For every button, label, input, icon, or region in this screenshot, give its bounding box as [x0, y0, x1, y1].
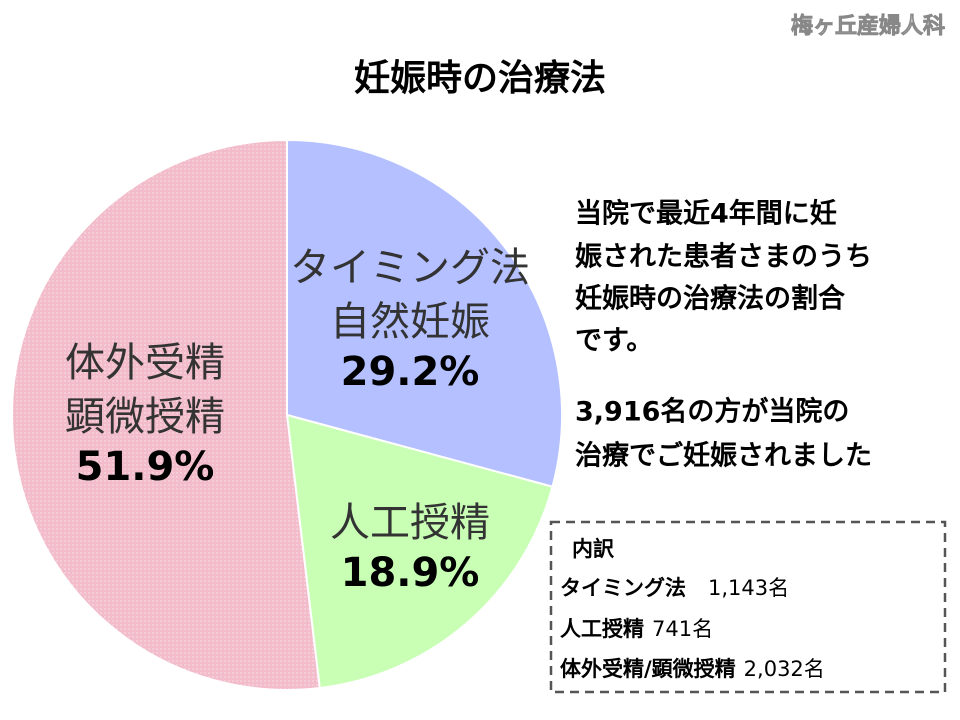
pie-slice — [11, 138, 321, 691]
slice-label: タイミング法 — [290, 245, 530, 291]
breakdown-box — [549, 520, 947, 694]
slice-label: 自然妊娠 — [330, 299, 490, 345]
pie-slice — [286, 138, 563, 488]
item-label: 人工授精 — [560, 617, 644, 641]
slice-label: 体外受精 — [65, 340, 225, 386]
breakdown-item: 体外受精/顕微授精 2,032名 — [560, 657, 825, 681]
item-count: 1,143名 — [708, 576, 789, 600]
item-label: タイミング法 — [560, 576, 686, 600]
pie-slice — [285, 413, 554, 690]
description-line: 娠された患者さまのうち — [575, 242, 872, 273]
breakdown-item: タイミング法 1,143名 — [560, 576, 789, 600]
slice-label: 顕微授精 — [65, 394, 225, 440]
description: 当院で最近4年間に妊 娠された患者さまのうち 妊娠時の治療法の割合 です。 3,… — [575, 198, 872, 472]
breakdown-title: 内訳 — [572, 537, 615, 561]
item-count: 741名 — [652, 617, 713, 641]
slice-value-label: 29.2% — [341, 349, 480, 395]
slice-value-label: 51.9% — [76, 444, 215, 490]
item-count: 2,032名 — [744, 657, 825, 681]
slice-label: 人工授精 — [330, 500, 490, 546]
item-label: 体外受精/顕微授精 — [560, 657, 736, 681]
chart-title: 妊娠時の治療法 — [354, 58, 606, 99]
watermark: 梅ヶ丘産婦人科 — [791, 13, 945, 39]
description-line: 治療でご妊娠されました — [575, 440, 872, 472]
description-line: 当院で最近4年間に妊 — [575, 198, 837, 230]
description-line: 妊娠時の治療法の割合 — [575, 283, 845, 315]
breakdown: 内訳 タイミング法 1,143名 人工授精 741名 体外受精/顕微授精 2,032名 — [560, 537, 825, 681]
description-line: 3,916名の方が当院の — [575, 396, 849, 428]
breakdown-item: 人工授精 741名 — [560, 617, 713, 641]
slice-value-label: 18.9% — [341, 550, 480, 596]
description-line: です。 — [575, 326, 653, 357]
